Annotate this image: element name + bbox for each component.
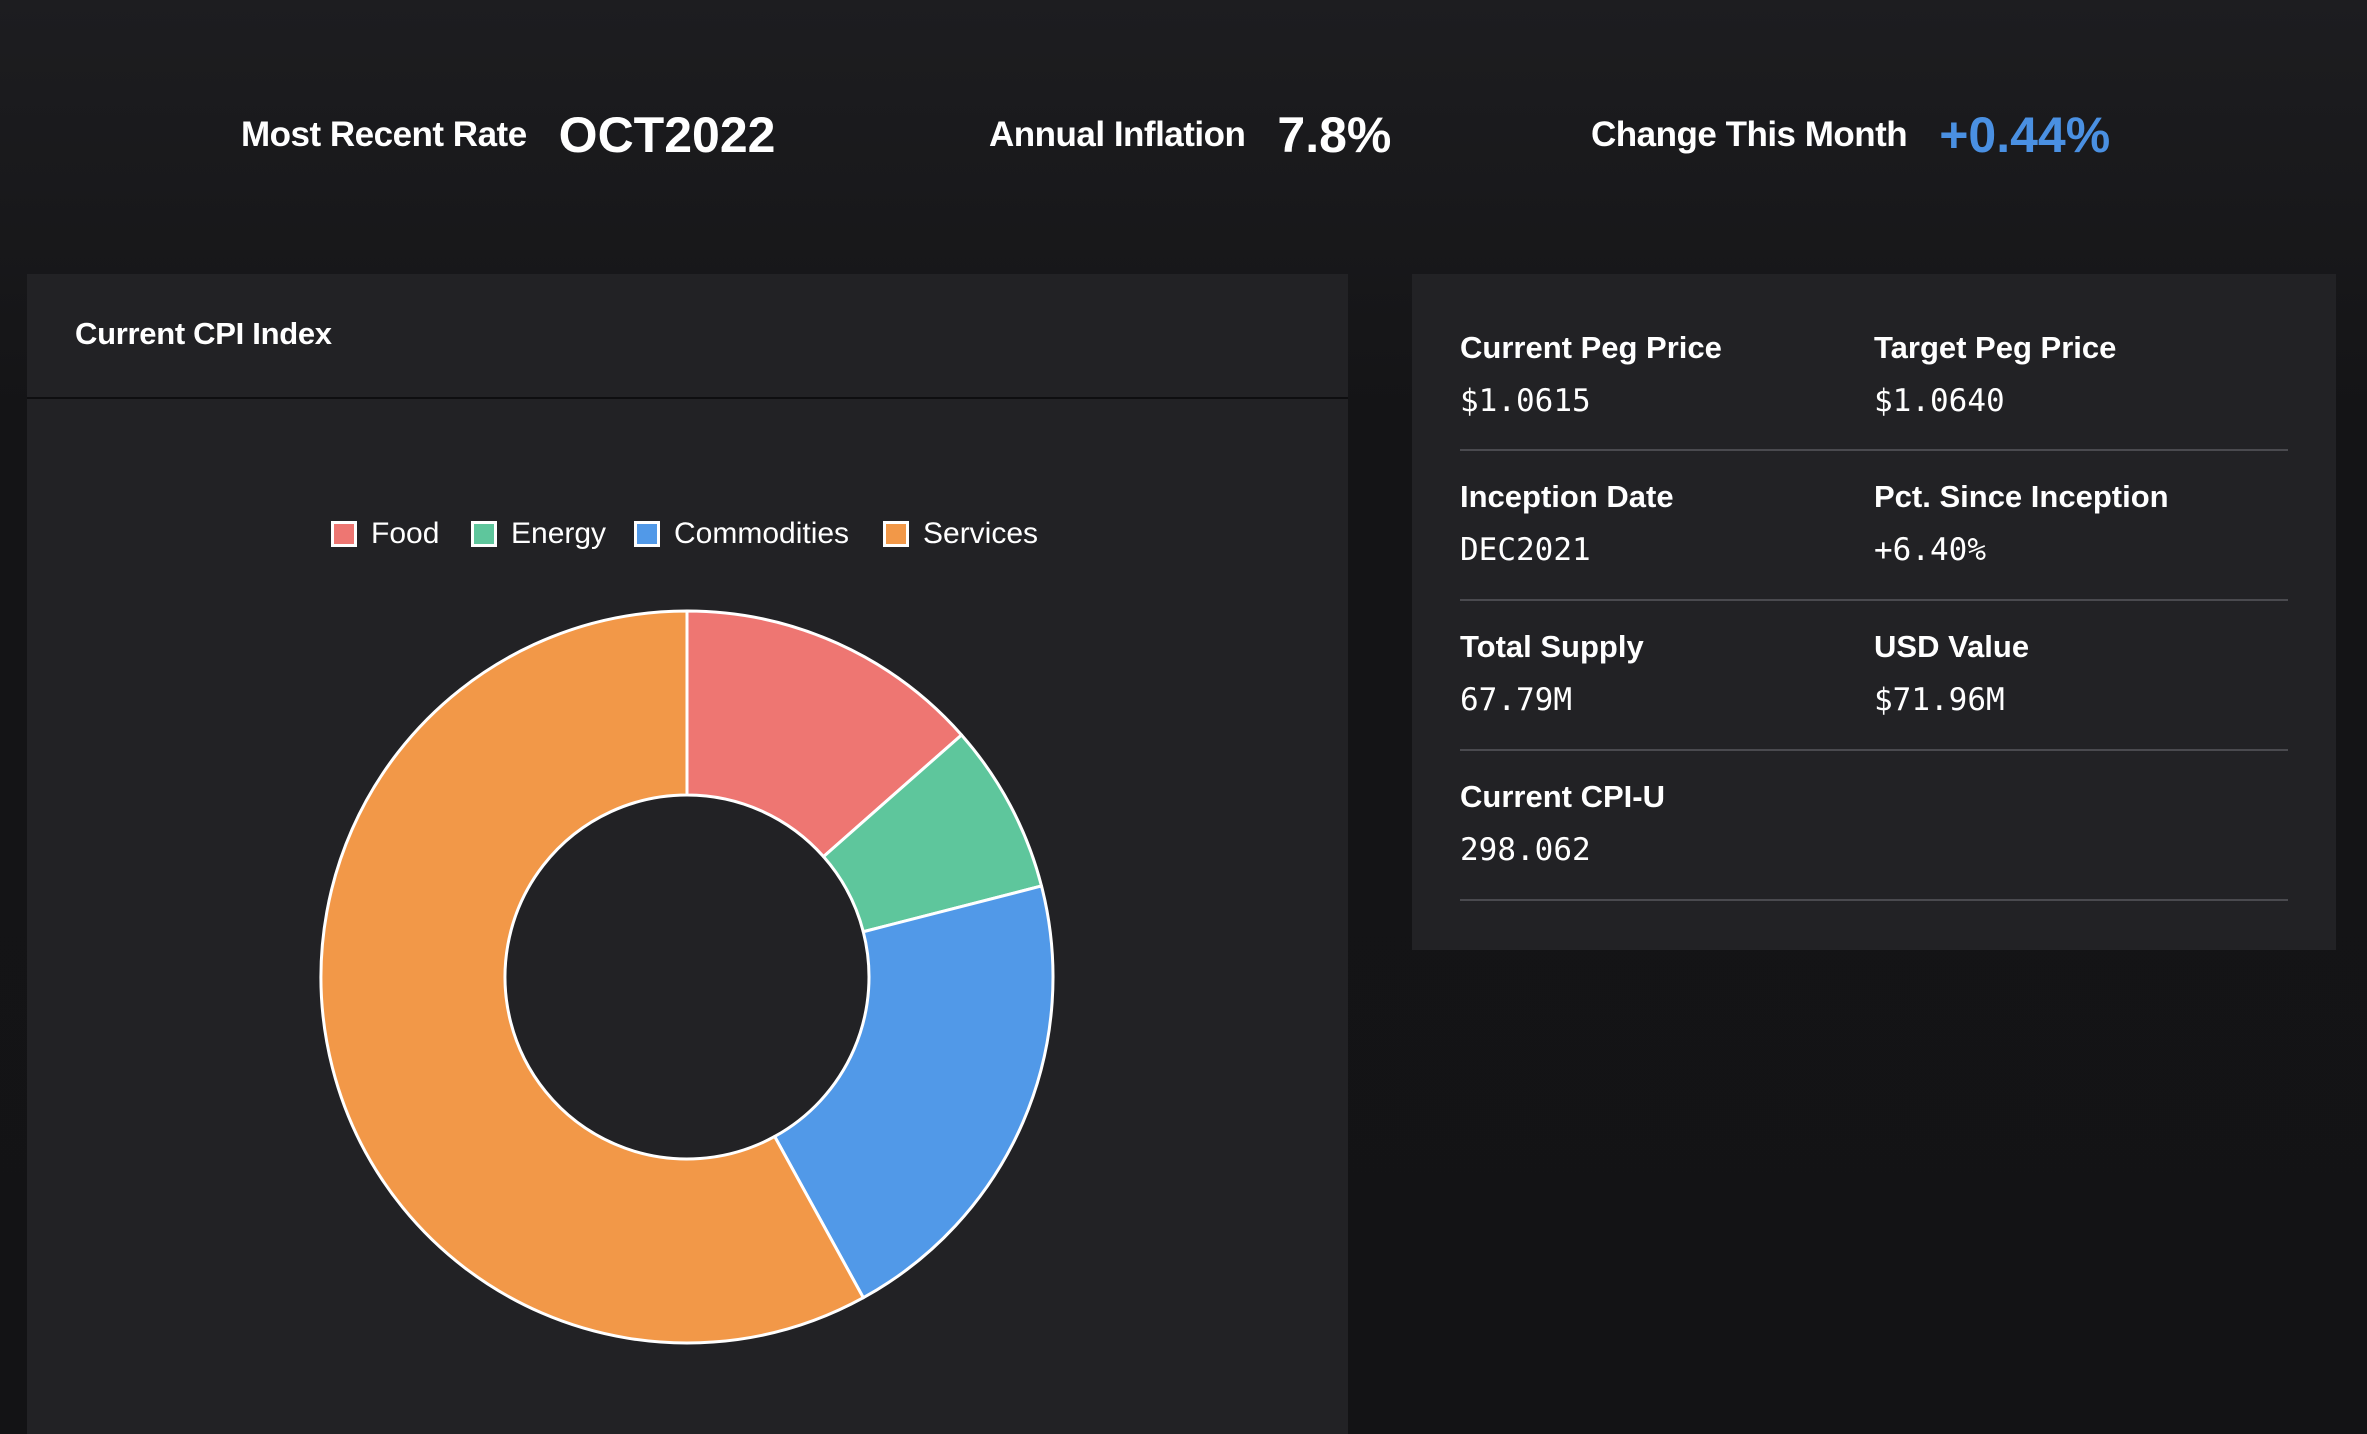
legend-label: Commodities bbox=[674, 517, 850, 550]
stat-value: OCT2022 bbox=[558, 107, 776, 163]
stat-value: $1.0640 bbox=[1874, 383, 2005, 419]
stat-value: DEC2021 bbox=[1460, 532, 1591, 568]
legend-item-energy[interactable]: Energy bbox=[471, 516, 606, 552]
stats-row: Total Supply 67.79M USD Value $71.96M bbox=[1460, 601, 2288, 751]
stat-value: 298.062 bbox=[1460, 832, 1591, 868]
legend-swatch bbox=[471, 521, 497, 547]
stats-row: Current Peg Price $1.0615 Target Peg Pri… bbox=[1460, 274, 2288, 451]
donut-slice-commodities[interactable] bbox=[773, 884, 1055, 1300]
legend-swatch bbox=[634, 521, 660, 547]
stat-label: Most Recent Rate bbox=[241, 115, 527, 154]
token-stats-card: Current Peg Price $1.0615 Target Peg Pri… bbox=[1412, 274, 2336, 950]
cpi-panel-header: Current CPI Index bbox=[27, 274, 1348, 399]
stat-value: $1.0615 bbox=[1460, 383, 1591, 419]
stat-value: +0.44% bbox=[1939, 107, 2111, 163]
stat-annual-inflation: Annual Inflation 7.8% bbox=[989, 100, 1391, 170]
stat-label: Current CPI-U bbox=[1460, 779, 1665, 814]
stat-most-recent-rate: Most Recent Rate OCT2022 bbox=[241, 100, 775, 170]
stat-value: 7.8% bbox=[1277, 107, 1392, 163]
stat-label: Inception Date bbox=[1460, 479, 1674, 514]
stat-label: Current Peg Price bbox=[1460, 330, 1722, 365]
stat-label: USD Value bbox=[1874, 629, 2030, 664]
legend-swatch bbox=[331, 521, 357, 547]
legend-item-commodities[interactable]: Commodities bbox=[634, 516, 849, 552]
stat-value: +6.40% bbox=[1874, 532, 1986, 568]
donut-slice-services[interactable] bbox=[319, 609, 865, 1345]
legend-label: Services bbox=[923, 517, 1039, 550]
stat-label: Annual Inflation bbox=[989, 115, 1246, 154]
cpi-panel-title: Current CPI Index bbox=[75, 316, 332, 351]
stat-label: Target Peg Price bbox=[1874, 330, 2117, 365]
legend-item-services[interactable]: Services bbox=[883, 516, 1038, 552]
legend-label: Energy bbox=[511, 517, 607, 550]
stats-bar: Most Recent Rate OCT2022 Annual Inflatio… bbox=[0, 0, 2367, 270]
stat-value: 67.79M bbox=[1460, 682, 1572, 718]
legend-label: Food bbox=[371, 517, 440, 550]
stats-row: Inception Date DEC2021 Pct. Since Incept… bbox=[1460, 451, 2288, 601]
legend-item-food[interactable]: Food bbox=[331, 516, 439, 552]
legend-swatch bbox=[883, 521, 909, 547]
stat-label: Total Supply bbox=[1460, 629, 1644, 664]
stat-value: $71.96M bbox=[1874, 682, 2005, 718]
stat-label: Change This Month bbox=[1591, 115, 1908, 154]
stats-row: Current CPI-U 298.062 bbox=[1460, 751, 2288, 901]
stat-label: Pct. Since Inception bbox=[1874, 479, 2169, 514]
stat-change-this-month: Change This Month +0.44% bbox=[1591, 100, 2110, 170]
